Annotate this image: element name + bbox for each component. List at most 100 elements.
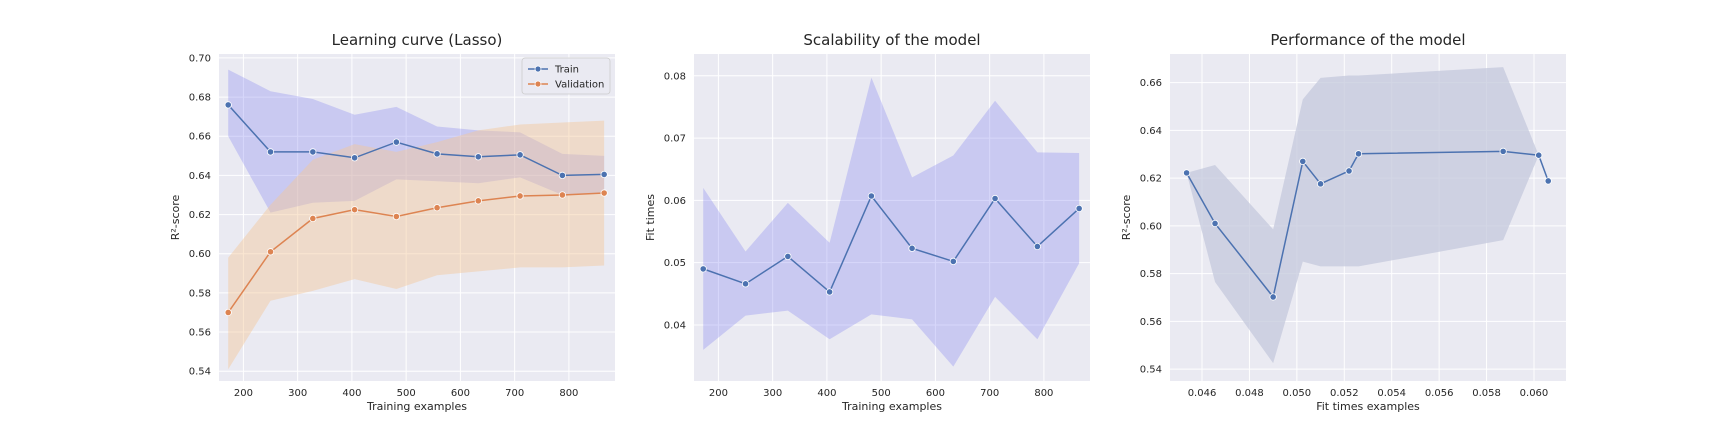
- y-tick-label: 0.58: [1140, 269, 1162, 280]
- series-line-train: [227, 104, 605, 177]
- data-point: [351, 154, 359, 162]
- y-tick-label: 0.66: [1140, 78, 1162, 89]
- data-layer: [224, 69, 608, 370]
- data-point: [558, 191, 566, 199]
- data-point: [1211, 219, 1219, 228]
- x-tick-label: 800: [1034, 388, 1053, 399]
- data-point: [474, 197, 482, 205]
- x-tick-label: 0.054: [1377, 388, 1406, 399]
- legend-label: Train: [554, 65, 579, 76]
- x-tick-label: 200: [234, 388, 253, 399]
- x-tick-label: 700: [505, 388, 524, 399]
- data-point: [784, 252, 792, 261]
- data-point: [1299, 157, 1307, 166]
- data-point: [1345, 167, 1353, 175]
- y-tick-label: 0.04: [664, 320, 686, 331]
- legend-label: Validation: [555, 80, 604, 91]
- data-point: [1316, 180, 1325, 188]
- y-tick-label: 0.60: [189, 249, 211, 260]
- data-point: [600, 189, 608, 197]
- series-line-series-1: [702, 194, 1080, 294]
- data-point: [392, 212, 400, 221]
- y-tick-label: 0.66: [189, 132, 211, 143]
- x-tick-label: 0.060: [1520, 388, 1549, 399]
- x-tick-label: 400: [817, 388, 836, 399]
- legend: Train Validation: [521, 57, 611, 95]
- x-axis-label: Training examples: [366, 400, 467, 413]
- x-tick-label: 500: [397, 388, 416, 399]
- y-tick-label: 0.56: [1140, 317, 1162, 328]
- x-tick-label: 300: [763, 388, 782, 399]
- data-point: [266, 248, 275, 256]
- data-point: [1535, 151, 1543, 159]
- y-tick-label: 0.64: [1140, 126, 1162, 137]
- x-tick-label: 400: [342, 388, 361, 399]
- y-tick-label: 0.05: [664, 258, 686, 269]
- legend-item-validation: Validation: [528, 80, 604, 91]
- chart-panel-1: Learning curve (Lasso) 200 300 400 500 600 700…: [169, 31, 615, 413]
- data-point: [433, 150, 441, 158]
- y-axis-label: Fit times: [644, 194, 657, 241]
- legend-swatch-marker: [534, 80, 542, 88]
- series-line-series-1: [1185, 150, 1549, 299]
- data-point: [1499, 147, 1507, 155]
- plot-area: [694, 54, 1090, 381]
- data-point: [600, 170, 608, 179]
- y-tick-label: 0.06: [664, 196, 686, 207]
- legend-box: [521, 57, 611, 95]
- data-point: [516, 151, 524, 159]
- data-point: [826, 288, 834, 296]
- y-tick-label: 0.62: [1140, 174, 1162, 185]
- x-tick-label: 0.046: [1188, 388, 1217, 399]
- y-tick-label: 0.08: [664, 71, 686, 82]
- legend-swatch-marker: [534, 65, 542, 73]
- series-line-validation: [227, 192, 605, 313]
- data-point: [224, 101, 232, 109]
- data-point: [1269, 293, 1277, 301]
- data-point: [558, 171, 566, 179]
- legend-item-train: Train: [528, 65, 579, 76]
- grid-lines: [694, 54, 1090, 381]
- confidence-band-validation: [228, 120, 605, 370]
- x-tick-label: 0.058: [1472, 388, 1501, 399]
- data-point: [991, 194, 999, 203]
- chart-title: Learning curve (Lasso): [332, 31, 503, 49]
- y-tick-label: 0.58: [189, 288, 211, 299]
- grid-lines: [219, 54, 615, 381]
- data-point: [1075, 204, 1083, 213]
- confidence-band-train: [228, 69, 605, 213]
- data-point: [433, 204, 441, 212]
- chart-panel-2: Scalability of the model 200 300 400 500 600 7…: [644, 31, 1090, 413]
- y-tick-label: 0.54: [189, 367, 211, 378]
- y-axis-label: R²-score: [169, 194, 182, 240]
- data-point: [309, 214, 317, 223]
- x-axis-label: Training examples: [841, 400, 942, 413]
- data-layer: [699, 77, 1083, 367]
- x-tick-label: 0.048: [1235, 388, 1264, 399]
- data-point: [224, 308, 232, 317]
- chart-panel-3: Performance of the model 0.046 0.048 0.050 0…: [1120, 31, 1566, 413]
- data-point: [516, 192, 524, 200]
- data-point: [741, 280, 750, 288]
- data-point: [474, 153, 482, 161]
- data-point: [1354, 150, 1363, 158]
- y-tick-label: 0.54: [1140, 365, 1162, 376]
- y-tick-label: 0.70: [189, 53, 211, 64]
- x-tick-label: 500: [872, 388, 891, 399]
- plot-area: [219, 54, 615, 381]
- data-point: [392, 138, 400, 146]
- data-point: [908, 244, 916, 252]
- chart-title: Performance of the model: [1270, 31, 1465, 49]
- y-tick-label: 0.07: [664, 134, 686, 145]
- x-tick-label: 0.050: [1283, 388, 1312, 399]
- x-tick-label: 700: [980, 388, 999, 399]
- data-point: [699, 265, 707, 273]
- y-axis-label: R²-score: [1120, 194, 1133, 240]
- y-tick-label: 0.64: [189, 171, 211, 182]
- x-tick-label: 800: [559, 388, 578, 399]
- confidence-band-series-1: [1186, 67, 1549, 364]
- data-point: [1183, 169, 1191, 177]
- x-tick-label: 300: [288, 388, 307, 399]
- data-point: [309, 148, 317, 156]
